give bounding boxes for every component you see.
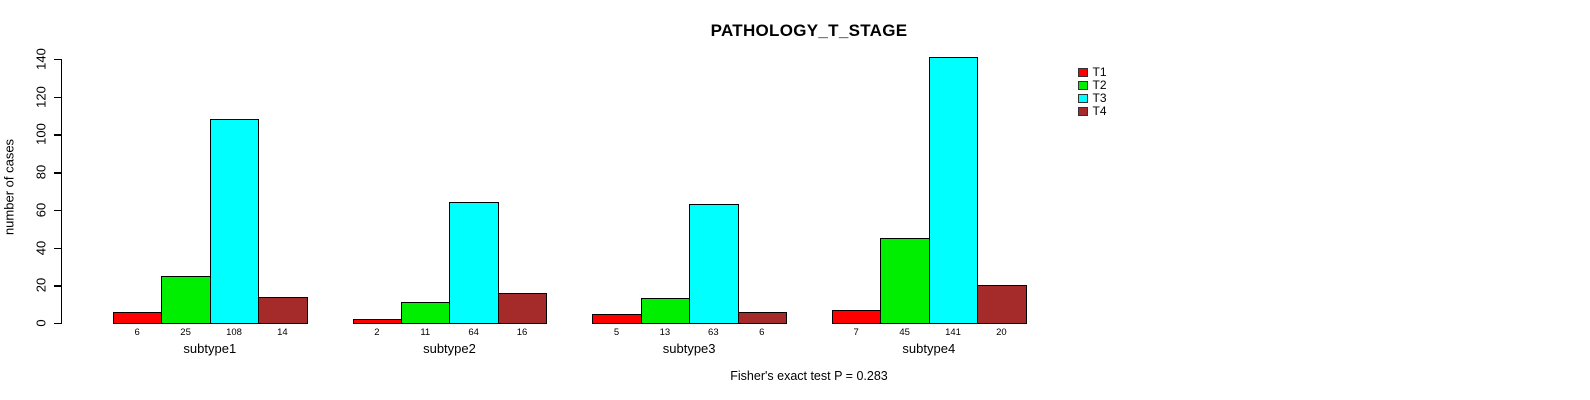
bar-t4-subtype4 bbox=[977, 285, 1027, 324]
y-axis-label: number of cases bbox=[1, 138, 17, 236]
y-axis-tick bbox=[54, 172, 61, 174]
legend-item-t1: T1 bbox=[1078, 66, 1107, 79]
legend-label: T3 bbox=[1092, 91, 1107, 105]
legend-label: T2 bbox=[1092, 78, 1107, 92]
bar-t3-subtype4 bbox=[928, 57, 979, 324]
category-label-subtype4: subtype4 bbox=[902, 341, 956, 356]
bar-t2-subtype2 bbox=[401, 302, 451, 324]
legend-label: T1 bbox=[1092, 65, 1107, 79]
bar-t1-subtype4 bbox=[832, 309, 882, 324]
y-axis-tick bbox=[54, 323, 61, 325]
category-label-subtype1: subtype1 bbox=[183, 341, 237, 356]
bar-t4-subtype2 bbox=[497, 292, 548, 324]
bar-value-label: 13 bbox=[659, 327, 671, 338]
y-axis-tick-label: 140 bbox=[33, 48, 49, 70]
legend-label: T4 bbox=[1092, 104, 1107, 118]
bar-t2-subtype4 bbox=[880, 238, 930, 324]
bar-t3-subtype3 bbox=[689, 204, 739, 324]
bar-t1-subtype1 bbox=[113, 311, 163, 324]
y-axis-tick bbox=[54, 59, 61, 61]
bar-value-label: 2 bbox=[374, 327, 380, 338]
bar-value-label: 108 bbox=[226, 327, 242, 338]
bar-t2-subtype3 bbox=[640, 298, 691, 324]
bar-value-label: 11 bbox=[420, 327, 431, 338]
legend-item-t4: T4 bbox=[1078, 105, 1107, 118]
chart-title: PATHOLOGY_T_STAGE bbox=[710, 21, 908, 40]
bar-value-label: 63 bbox=[708, 327, 719, 338]
bar-value-label: 25 bbox=[180, 327, 191, 338]
bar-t1-subtype3 bbox=[592, 313, 642, 324]
y-axis-tick-label: 60 bbox=[33, 202, 49, 218]
category-label-subtype2: subtype2 bbox=[423, 341, 476, 356]
y-axis-tick-label: 100 bbox=[33, 123, 49, 146]
legend-swatch-t3 bbox=[1078, 93, 1088, 104]
y-axis-tick bbox=[54, 285, 61, 287]
bar-t4-subtype1 bbox=[258, 296, 308, 324]
y-axis-tick bbox=[54, 134, 61, 136]
fisher-test-annotation: Fisher's exact test P = 0.283 bbox=[730, 369, 888, 383]
bar-t2-subtype1 bbox=[161, 275, 211, 324]
y-axis-tick-label: 80 bbox=[33, 164, 49, 180]
legend-item-t2: T2 bbox=[1078, 79, 1107, 92]
bar-value-label: 16 bbox=[516, 327, 528, 338]
bar-t1-subtype2 bbox=[352, 319, 403, 324]
bar-value-label: 7 bbox=[853, 327, 859, 338]
bar-t3-subtype2 bbox=[449, 202, 499, 324]
y-axis-tick bbox=[54, 96, 61, 99]
legend-swatch-t2 bbox=[1078, 80, 1088, 91]
bar-value-label: 20 bbox=[996, 327, 1007, 338]
y-axis-tick-label: 20 bbox=[33, 278, 49, 293]
bar-value-label: 45 bbox=[899, 327, 910, 338]
y-axis-tick-label: 120 bbox=[33, 85, 49, 108]
bar-value-label: 141 bbox=[945, 327, 961, 338]
legend-item-t3: T3 bbox=[1078, 92, 1107, 105]
legend-swatch-t4 bbox=[1078, 106, 1088, 117]
bar-t3-subtype1 bbox=[209, 119, 260, 324]
bar-t4-subtype3 bbox=[737, 311, 787, 324]
y-axis-tick-label: 0 bbox=[33, 319, 49, 327]
legend-swatch-t1 bbox=[1078, 67, 1088, 78]
bar-value-label: 14 bbox=[277, 327, 288, 338]
y-axis-tick-label: 40 bbox=[33, 240, 49, 255]
y-axis-line bbox=[61, 59, 63, 324]
bar-value-label: 5 bbox=[613, 327, 620, 338]
category-label-subtype3: subtype3 bbox=[662, 341, 716, 356]
bar-value-label: 6 bbox=[134, 327, 140, 338]
y-axis-tick bbox=[54, 247, 61, 249]
y-axis-tick bbox=[54, 209, 61, 212]
bar-value-label: 6 bbox=[759, 327, 765, 338]
bar-value-label: 64 bbox=[468, 327, 479, 338]
legend: T1 T2 T3 T4 bbox=[1078, 66, 1107, 118]
